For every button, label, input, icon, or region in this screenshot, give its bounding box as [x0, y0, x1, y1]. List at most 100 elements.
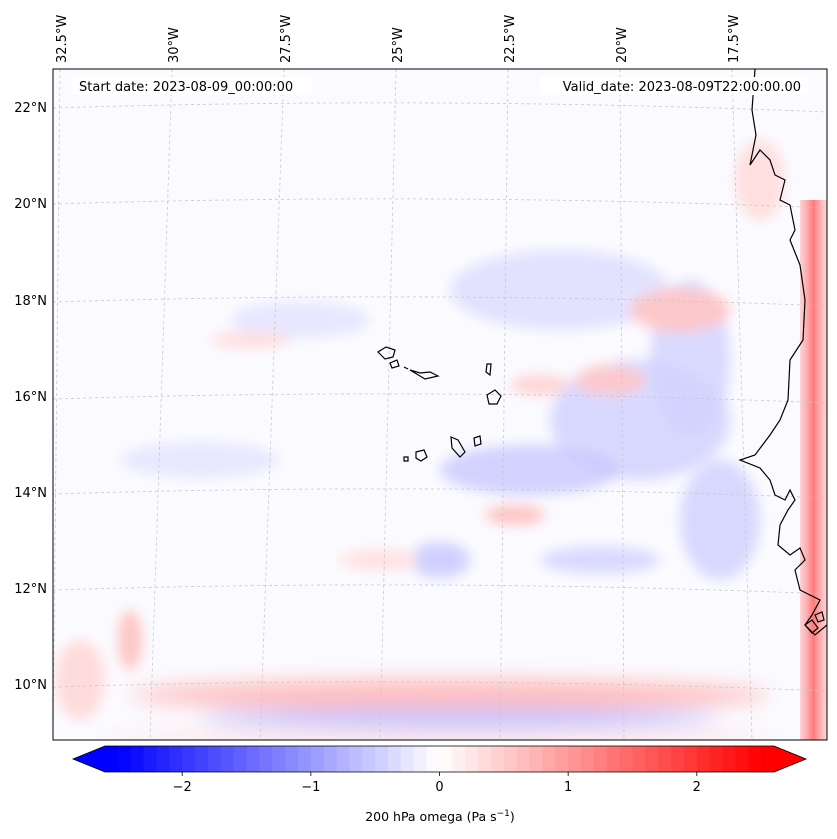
colorbar-segment: [105, 746, 119, 772]
colorbar-segment: [182, 746, 196, 772]
colorbar-segment: [400, 746, 415, 772]
map-area: [53, 69, 827, 740]
valid-date-bg: [540, 77, 808, 95]
colorbar-segment: [195, 746, 209, 772]
colorbar-segment: [465, 746, 479, 772]
lon-label-30w: 30°W: [167, 27, 182, 63]
lon-label-25w: 25°W: [391, 27, 406, 63]
lon-label-20w: 20°W: [615, 27, 630, 63]
island-sao-vicente: [389, 359, 400, 369]
lon-label-17-5w: 17.5°W: [727, 15, 742, 63]
colorbar-segment: [426, 746, 441, 772]
colorbar-segment: [259, 746, 273, 772]
colorbar-segments: [73, 746, 806, 772]
colorbar-segment: [220, 746, 235, 772]
lat-label-16n: 16°N: [14, 390, 47, 405]
east-edge-strip: [800, 200, 827, 740]
colorbar-segment: [233, 746, 248, 772]
colorbar-segment: [645, 746, 659, 772]
start-date-label: Start date: 2023-08-09_00:00:00: [79, 80, 293, 95]
island-maio: [473, 435, 482, 447]
coastline: [377, 69, 827, 636]
bijagos-islands: [804, 611, 825, 634]
colorbar-segment: [671, 746, 685, 772]
colorbar-segment: [581, 746, 595, 772]
colorbar-segment: [735, 746, 749, 772]
omega-field: [55, 140, 785, 720]
map-frame: [52, 68, 828, 741]
colorbar-segment: [388, 746, 402, 772]
colorbar-segment: [246, 746, 260, 772]
colorbar-segment: [761, 746, 775, 772]
lat-label-14n: 14°N: [14, 486, 47, 501]
africa-coastline: [738, 69, 827, 636]
colorbar-outline: [71, 745, 808, 773]
colorbar-tick-label: 0: [435, 780, 443, 795]
colorbar-segment: [207, 746, 222, 772]
colorbar-ticks: −2 −1 0 1 2: [173, 772, 701, 795]
colorbar-segment: [130, 746, 145, 772]
colorbar-segment: [478, 746, 492, 772]
lat-label-12n: 12°N: [14, 582, 47, 597]
island-santo-antao: [377, 346, 396, 360]
colorbar-segment: [683, 746, 698, 772]
colorbar-segment: [490, 746, 505, 772]
colorbar-segment: [272, 746, 286, 772]
colorbar-segment: [117, 746, 132, 772]
colorbar-segment: [310, 746, 325, 772]
colorbar-segment: [619, 746, 634, 772]
colorbar-segment: [709, 746, 724, 772]
colorbar-segment: [696, 746, 711, 772]
lat-label-20n: 20°N: [14, 197, 47, 212]
island-santiago: [450, 436, 466, 458]
colorbar-segment: [297, 746, 312, 772]
colorbar-tick-label: −1: [301, 780, 320, 795]
colorbar-segment: [516, 746, 531, 772]
colorbar-segment: [143, 746, 158, 772]
southern-bands: [100, 679, 780, 740]
colorbar-label: 200 hPa omega (Pa s−1): [365, 809, 515, 824]
colorbar-segment: [349, 746, 363, 772]
island-boa-vista: [486, 389, 502, 405]
island-sal: [485, 363, 492, 377]
colorbar-tick-label: 2: [693, 780, 701, 795]
colorbar-segment: [593, 746, 608, 772]
colorbar-segment: [568, 746, 582, 772]
gridlines: [53, 69, 827, 740]
island-santa-luzia: [403, 366, 409, 370]
colorbar-segment: [748, 746, 762, 772]
colorbar-segment: [375, 746, 389, 772]
colorbar-segment: [529, 746, 544, 772]
colorbar-segment: [156, 746, 170, 772]
colorbar-segment: [722, 746, 737, 772]
lat-label-22n: 22°N: [14, 101, 47, 116]
colorbar-extend-max: [774, 746, 806, 772]
lon-label-22-5w: 22.5°W: [503, 15, 518, 63]
island-fogo: [415, 449, 428, 462]
colorbar-segment: [542, 746, 556, 772]
lat-label-10n: 10°N: [14, 678, 47, 693]
island-brava: [403, 456, 409, 462]
colorbar-segment: [285, 746, 299, 772]
colorbar: −2 −1 0 1 2 200 hPa omega (Pa s−1): [71, 745, 808, 824]
valid-date-label: Valid_date: 2023-08-09T22:00:00.00: [563, 80, 801, 95]
colorbar-segment: [632, 746, 646, 772]
colorbar-segment: [606, 746, 621, 772]
lon-label-27-5w: 27.5°W: [279, 15, 294, 63]
colorbar-segment: [169, 746, 183, 772]
colorbar-tick-label: 1: [564, 780, 572, 795]
colorbar-segment: [362, 746, 376, 772]
latitude-labels: 22°N 20°N 18°N 16°N 14°N 12°N 10°N: [14, 101, 47, 693]
colorbar-segment: [323, 746, 338, 772]
colorbar-extend-min: [73, 746, 105, 772]
colorbar-segment: [413, 746, 428, 772]
longitude-labels: 32.5°W 30°W 27.5°W 25°W 22.5°W 20°W 17.5…: [55, 15, 742, 63]
lat-label-18n: 18°N: [14, 294, 47, 309]
colorbar-segment: [555, 746, 569, 772]
colorbar-segment: [439, 746, 453, 772]
island-sao-nicolau: [409, 369, 440, 380]
start-date-bg: [72, 77, 312, 95]
colorbar-segment: [658, 746, 672, 772]
lon-label-32-5w: 32.5°W: [55, 15, 70, 63]
